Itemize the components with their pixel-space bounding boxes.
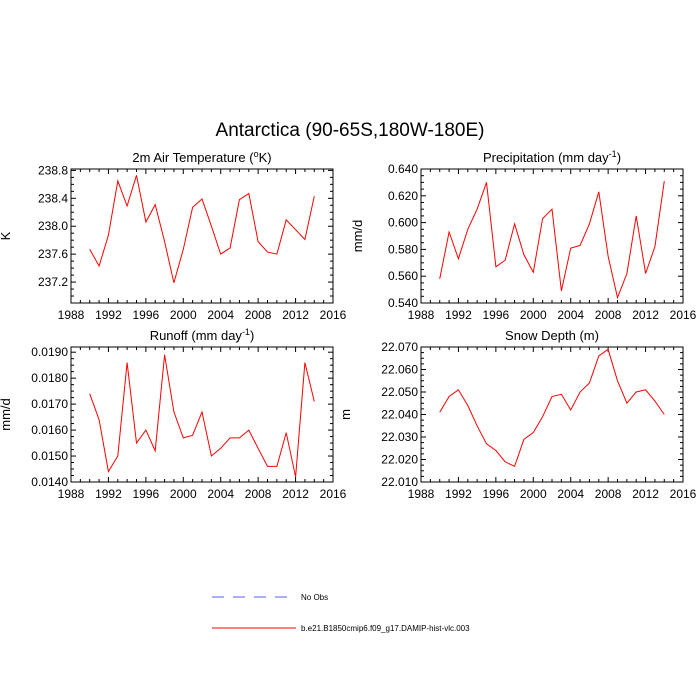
- y-tick-label: 0.0170: [31, 397, 68, 411]
- series-line-air-temp: [89, 175, 315, 283]
- panel-title-superscript: -1: [242, 327, 250, 337]
- x-tick-label: 1988: [58, 487, 85, 501]
- y-tick-label: 0.0180: [31, 371, 68, 385]
- panel-precip: 1988 1992 1996 2000 2004 2008 2012 2016 0.540 0.5…: [350, 149, 697, 322]
- y-tick-label: 237.2: [38, 275, 68, 289]
- panel-air-temp: 1988 1992 1996 2000 2004 2008 2012 2016 237.2 237…: [0, 149, 347, 322]
- panel-title-text: Precipitation (mm day: [483, 150, 609, 165]
- x-tick-label: 2000: [520, 487, 547, 501]
- x-tick-label: 1992: [445, 308, 472, 322]
- y-axis-label: mm/d: [0, 398, 13, 431]
- x-tick-label: 1992: [95, 487, 122, 501]
- plot-frame: [420, 168, 684, 304]
- x-tick-label: 2004: [557, 308, 584, 322]
- x-tick-label: 2016: [670, 487, 697, 501]
- legend-label-model: b.e21.B1850cmip6.f09_g17.DAMIP-hist-vlc.…: [301, 624, 470, 633]
- x-tick-label: 2012: [282, 487, 309, 501]
- panel-title-superscript: -1: [609, 149, 617, 159]
- x-tick-label: 1996: [133, 308, 160, 322]
- y-tick-label: 0.0150: [31, 449, 68, 463]
- x-tick-label: 2012: [632, 487, 659, 501]
- x-tick-label: 1996: [483, 487, 510, 501]
- x-tick-label: 2004: [207, 487, 234, 501]
- x-tick-label: 1992: [445, 487, 472, 501]
- y-tick-label: 0.640: [388, 162, 418, 176]
- x-tick-label: 2008: [595, 308, 622, 322]
- series-line-precip: [439, 181, 665, 300]
- y-tick-label: 22.020: [381, 453, 418, 467]
- y-tick-label: 0.580: [388, 242, 418, 256]
- x-tick-label: 2008: [595, 487, 622, 501]
- x-tick-label: 2000: [520, 308, 547, 322]
- plot-frame: [70, 168, 334, 304]
- legend: No Obs b.e21.B1850cmip6.f09_g17.DAMIP-hi…: [212, 593, 470, 633]
- y-tick-label: 0.560: [388, 269, 418, 283]
- y-tick-label: 0.0190: [31, 345, 68, 359]
- x-tick-label: 2012: [282, 308, 309, 322]
- x-tick-label: 2000: [170, 487, 197, 501]
- series-line-snow-depth: [439, 348, 665, 467]
- y-axis-label: K: [0, 231, 13, 240]
- y-tick-label: 22.010: [381, 475, 418, 489]
- x-tick-label: 2004: [207, 308, 234, 322]
- panel-title: Snow Depth (m): [505, 328, 599, 343]
- x-tick-label: 2016: [670, 308, 697, 322]
- y-tick-label: 0.0160: [31, 423, 68, 437]
- y-tick-label: 238.8: [38, 163, 68, 177]
- panel-title-text: 2m Air Temperature (: [132, 150, 254, 165]
- x-tick-label: 1988: [408, 308, 435, 322]
- panel-title-tail: ): [250, 328, 254, 343]
- x-tick-label: 1988: [58, 308, 85, 322]
- y-tick-label: 22.040: [381, 408, 418, 422]
- y-tick-label: 238.4: [38, 191, 68, 205]
- y-tick-label: 0.600: [388, 216, 418, 230]
- legend-label-no-obs: No Obs: [301, 593, 328, 602]
- y-tick-label: 22.060: [381, 363, 418, 377]
- x-tick-label: 1996: [483, 308, 510, 322]
- panels: 1988 1992 1996 2000 2004 2008 2012 2016 237.2 237…: [0, 149, 697, 501]
- plot-frame: [70, 346, 334, 483]
- panel-snow-depth: 1988 1992 1996 2000 2004 2008 2012 2016 22.010 22…: [338, 328, 697, 501]
- panel-title-tail: K): [259, 150, 272, 165]
- y-tick-label: 238.0: [38, 219, 68, 233]
- plot-frame: [420, 346, 684, 483]
- panel-title: Precipitation (mm day-1): [483, 149, 621, 165]
- x-tick-label: 2016: [320, 487, 347, 501]
- panel-title-tail: ): [617, 150, 621, 165]
- x-tick-label: 1988: [408, 487, 435, 501]
- series-line-runoff: [89, 354, 315, 477]
- panel-title: Runoff (mm day-1): [150, 327, 255, 343]
- y-tick-label: 237.6: [38, 247, 68, 261]
- y-tick-label: 22.070: [381, 340, 418, 354]
- panel-title-text: Snow Depth (m): [505, 328, 599, 343]
- x-tick-label: 2004: [557, 487, 584, 501]
- x-tick-label: 1996: [133, 487, 160, 501]
- y-axis-label: m: [338, 409, 353, 420]
- figure-title: Antarctica (90-65S,180W-180E): [216, 120, 485, 141]
- y-tick-label: 0.0140: [31, 475, 68, 489]
- y-tick-label: 22.050: [381, 385, 418, 399]
- x-tick-label: 2012: [632, 308, 659, 322]
- y-tick-label: 22.030: [381, 430, 418, 444]
- x-tick-label: 2000: [170, 308, 197, 322]
- x-tick-label: 1992: [95, 308, 122, 322]
- x-tick-label: 2008: [245, 487, 272, 501]
- x-tick-label: 2016: [320, 308, 347, 322]
- x-tick-label: 2008: [245, 308, 272, 322]
- panel-title-superscript: o: [254, 149, 259, 159]
- panel-title-text: Runoff (mm day: [150, 328, 243, 343]
- y-tick-label: 0.540: [388, 296, 418, 310]
- y-axis-label: mm/d: [350, 220, 365, 253]
- panel-title: 2m Air Temperature (oK): [132, 149, 271, 165]
- panel-runoff: 1988 1992 1996 2000 2004 2008 2012 2016 0.0140 0.…: [0, 327, 347, 501]
- y-tick-label: 0.620: [388, 189, 418, 203]
